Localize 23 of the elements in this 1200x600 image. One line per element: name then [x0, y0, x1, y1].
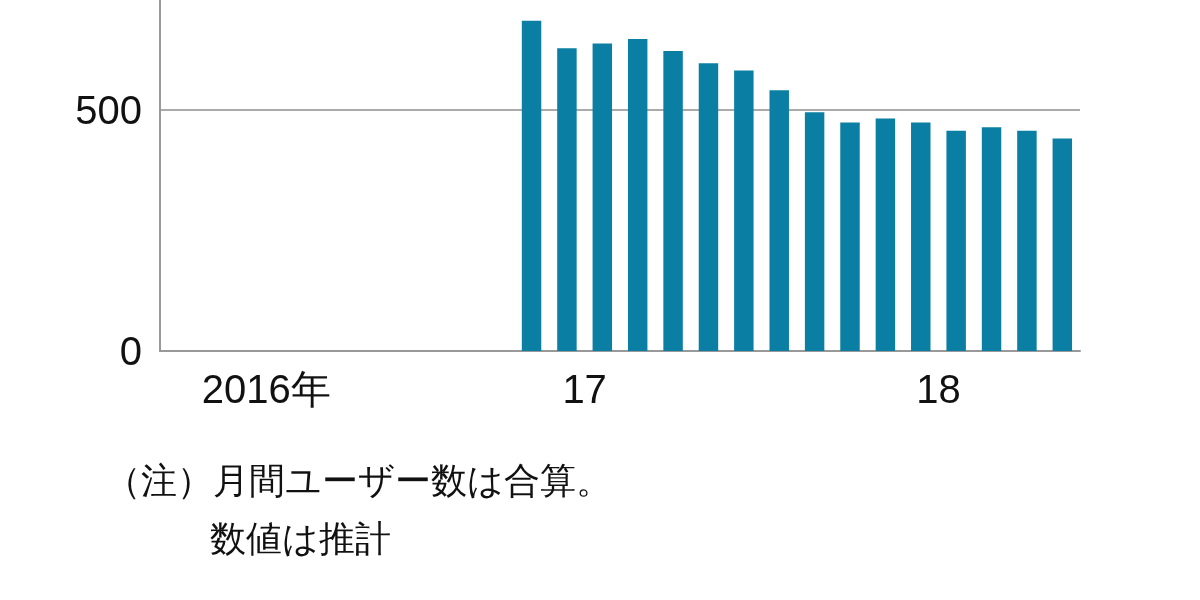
bar — [627, 39, 648, 351]
y-tick-label: 500 — [75, 87, 142, 132]
x-tick-label: 2016年 — [201, 367, 331, 411]
bar — [946, 130, 966, 351]
x-tick-label: 17 — [562, 367, 607, 411]
bar — [698, 63, 719, 351]
bar — [557, 48, 577, 351]
bar — [769, 90, 789, 351]
bar — [521, 20, 542, 351]
bar — [911, 122, 931, 351]
text: （注）月間ユーザー数は合算。 — [105, 459, 612, 501]
bar — [804, 112, 825, 351]
text: 数値は推計 — [210, 517, 391, 559]
bar — [1017, 130, 1037, 351]
y-tick-label: 0 — [119, 329, 142, 373]
bar — [875, 118, 896, 351]
bar — [840, 122, 860, 351]
bar — [981, 127, 1002, 351]
bar — [1052, 138, 1073, 351]
bar — [663, 51, 683, 351]
bar — [592, 43, 613, 351]
x-tick-label: 18 — [916, 367, 961, 411]
bar — [734, 70, 754, 351]
